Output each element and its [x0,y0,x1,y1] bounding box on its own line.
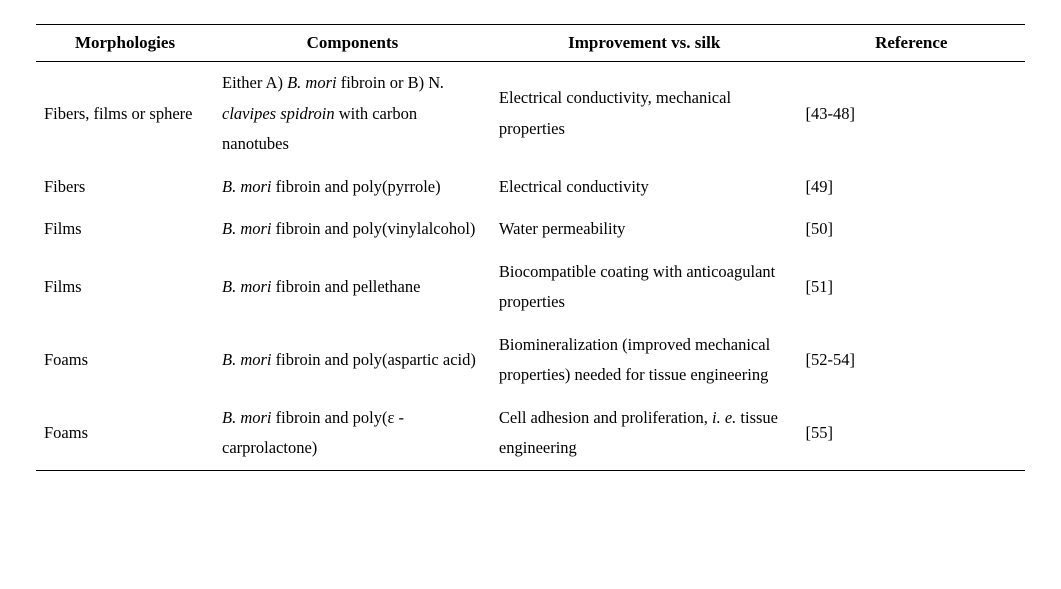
table-row: FilmsB. mori fibroin and pellethaneBioco… [36,251,1025,324]
cell-morphology: Films [36,251,214,324]
cell-components: B. mori fibroin and poly(aspartic acid) [214,324,491,397]
cell-reference: [55] [798,397,1026,471]
cell-improvement: Electrical conductivity [491,166,798,209]
cell-improvement: Electrical conductivity, mechanical prop… [491,62,798,166]
cell-morphology: Foams [36,324,214,397]
cell-improvement: Water permeability [491,208,798,251]
cell-reference: [50] [798,208,1026,251]
cell-reference: [49] [798,166,1026,209]
cell-components: B. mori fibroin and poly(vinylalcohol) [214,208,491,251]
silk-composites-table: Morphologies Components Improvement vs. … [36,24,1025,471]
cell-improvement: Cell adhesion and proliferation, i. e. t… [491,397,798,471]
cell-components: Either A) B. mori fibroin or B) N. clavi… [214,62,491,166]
table-row: FibersB. mori fibroin and poly(pyrrole)E… [36,166,1025,209]
table-body: Fibers, films or sphereEither A) B. mori… [36,62,1025,471]
cell-reference: [52-54] [798,324,1026,397]
table-row: FilmsB. mori fibroin and poly(vinylalcoh… [36,208,1025,251]
table-row: Fibers, films or sphereEither A) B. mori… [36,62,1025,166]
cell-reference: [51] [798,251,1026,324]
cell-components: B. mori fibroin and poly(pyrrole) [214,166,491,209]
cell-improvement: Biocompatible coating with anticoagulant… [491,251,798,324]
cell-morphology: Films [36,208,214,251]
table-row: FoamsB. mori fibroin and poly(ε -carprol… [36,397,1025,471]
cell-improvement: Biomineralization (improved mechanical p… [491,324,798,397]
cell-components: B. mori fibroin and pellethane [214,251,491,324]
cell-morphology: Fibers, films or sphere [36,62,214,166]
col-header-improvement: Improvement vs. silk [491,25,798,62]
table-header-row: Morphologies Components Improvement vs. … [36,25,1025,62]
cell-morphology: Fibers [36,166,214,209]
cell-reference: [43-48] [798,62,1026,166]
col-header-components: Components [214,25,491,62]
table-row: FoamsB. mori fibroin and poly(aspartic a… [36,324,1025,397]
col-header-reference: Reference [798,25,1026,62]
cell-morphology: Foams [36,397,214,471]
col-header-morphologies: Morphologies [36,25,214,62]
cell-components: B. mori fibroin and poly(ε -carprolacton… [214,397,491,471]
